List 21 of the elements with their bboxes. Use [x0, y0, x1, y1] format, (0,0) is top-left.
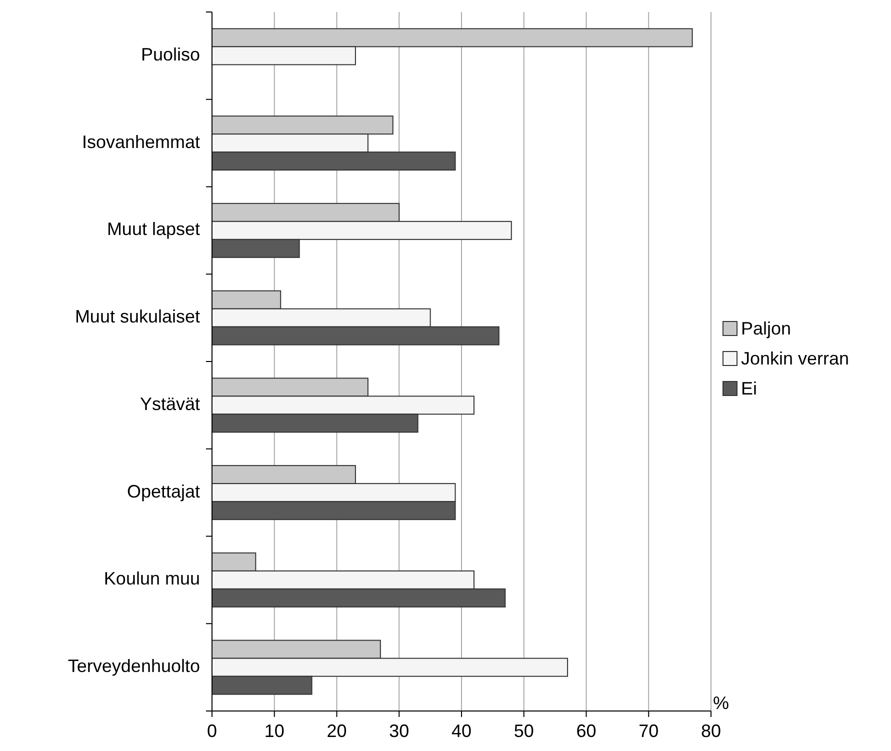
- y-tick-label: Muut lapset: [106, 219, 200, 240]
- x-tick-label: 50: [514, 721, 534, 741]
- x-tick-label: 80: [700, 721, 722, 741]
- x-tick-label: 20: [326, 721, 347, 741]
- x-tick-label: 10: [264, 721, 284, 741]
- legend-label: Paljon: [741, 318, 792, 338]
- x-tick-label: 30: [389, 721, 410, 741]
- y-tick-label: Puoliso: [140, 44, 200, 64]
- y-tick-label: Isovanhemmat: [82, 132, 200, 152]
- x-tick-label: 60: [576, 721, 596, 741]
- x-tick-label: 0: [206, 721, 218, 741]
- x-tick-label: 40: [451, 721, 472, 741]
- y-tick-label: Opettajat: [126, 481, 200, 502]
- legend-label: Ei: [741, 378, 758, 398]
- x-tick-label: 70: [638, 721, 659, 741]
- y-tick-label: Muut sukulaiset: [74, 306, 200, 327]
- y-tick-label: Ystävät: [140, 394, 200, 414]
- y-tick-label: Koulun muu: [104, 568, 200, 589]
- legend-label: Jonkin verran: [741, 348, 850, 368]
- x-axis-title: %: [713, 693, 730, 713]
- y-tick-label: Terveydenhuolto: [68, 656, 200, 676]
